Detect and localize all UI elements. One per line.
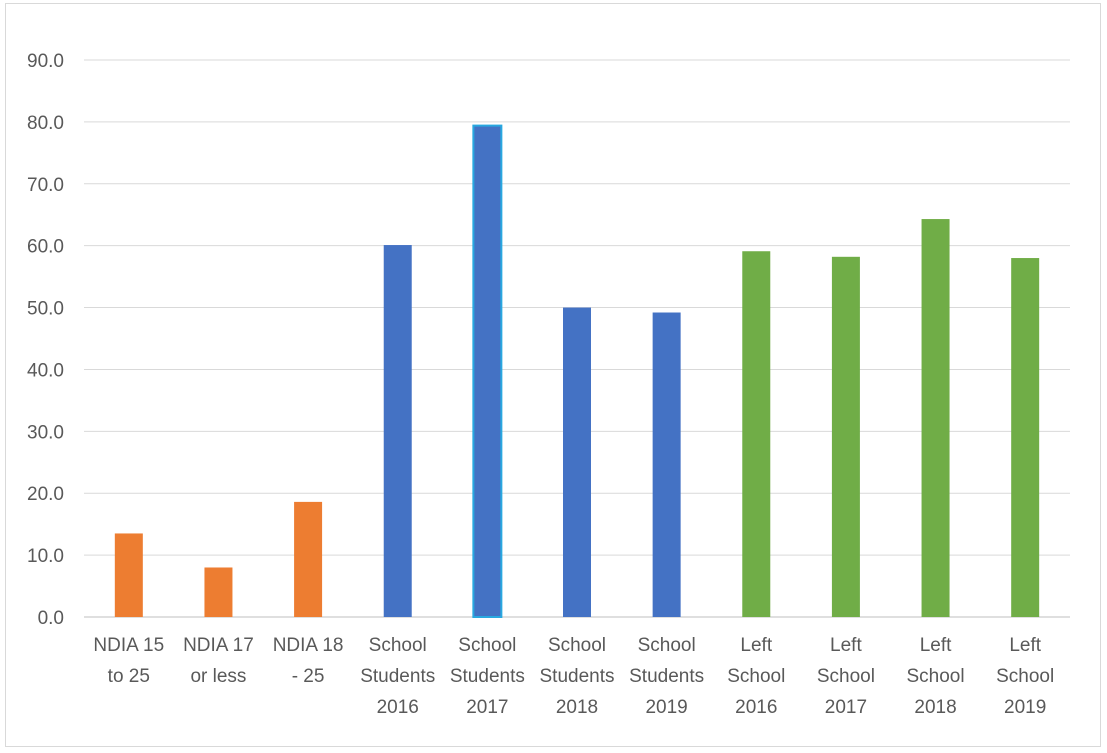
x-category-label: NDIA 18 - 25 [273, 635, 344, 687]
bars [114, 124, 1040, 618]
x-category-label-line: Students [360, 666, 435, 687]
bar [831, 256, 860, 617]
x-category-label: Left School 2018 [906, 635, 964, 718]
bar [742, 251, 771, 617]
x-category-label: NDIA 17 or less [183, 635, 254, 687]
x-category-label: School Students 2019 [629, 635, 704, 718]
gridlines [84, 59, 1070, 618]
x-category-label-line: NDIA 17 [183, 635, 254, 656]
y-tick-label: 90.0 [27, 51, 64, 72]
x-category-label-line: Students [540, 666, 615, 687]
x-category-label-line: School [906, 666, 964, 687]
bar [294, 501, 323, 617]
x-category-label-line: School [638, 635, 696, 656]
bar [921, 219, 950, 617]
bar [204, 567, 233, 617]
bar [114, 533, 143, 617]
bar [563, 307, 591, 617]
y-tick-label: 70.0 [27, 175, 64, 196]
x-category-label-line: Left [830, 635, 862, 656]
x-category-label: School Students 2017 [450, 635, 525, 718]
x-category-label-line: School [458, 635, 516, 656]
x-category-label-line: School [369, 635, 427, 656]
x-category-label-line: School [548, 635, 606, 656]
bar [1011, 258, 1040, 617]
y-tick-label: 0.0 [38, 608, 64, 629]
x-category-label-line: School [727, 666, 785, 687]
y-tick-label: 40.0 [27, 360, 64, 381]
x-category-label-line: - 25 [292, 666, 325, 687]
x-category-label-line: to 25 [108, 666, 150, 687]
x-category-label-line: 2016 [377, 697, 419, 718]
x-category-label-line: Students [629, 666, 704, 687]
x-category-label-line: 2017 [466, 697, 508, 718]
x-axis-labels: NDIA 15 to 25 NDIA 17 or less NDIA 18 - 25 Sch… [93, 635, 1054, 718]
x-category-label-line: Left [920, 635, 952, 656]
x-category-label-line: or less [190, 666, 246, 687]
x-category-label: School Students 2018 [540, 635, 615, 718]
x-category-label-line: Left [1009, 635, 1041, 656]
chart-frame [5, 3, 1101, 747]
bar [652, 312, 681, 617]
x-category-label: Left School 2019 [996, 635, 1054, 718]
y-tick-label: 60.0 [27, 237, 64, 258]
x-category-label-line: NDIA 18 [273, 635, 344, 656]
y-tick-label: 30.0 [27, 422, 64, 443]
x-category-label-line: 2018 [914, 697, 956, 718]
y-tick-label: 80.0 [27, 113, 64, 134]
y-tick-label: 50.0 [27, 299, 64, 320]
y-tick-label: 10.0 [27, 546, 64, 567]
x-category-label-line: 2017 [825, 697, 867, 718]
x-category-label-line: School [817, 666, 875, 687]
y-tick-label: 20.0 [27, 484, 64, 505]
x-category-label-line: 2018 [556, 697, 598, 718]
bar [472, 124, 503, 618]
x-category-label: NDIA 15 to 25 [93, 635, 164, 687]
x-category-label-line: Students [450, 666, 525, 687]
x-category-label: School Students 2016 [360, 635, 435, 718]
x-category-label-line: Left [740, 635, 772, 656]
x-category-label-line: School [996, 666, 1054, 687]
x-category-label-line: 2019 [645, 697, 687, 718]
y-axis-ticks: 0.0 10.0 20.0 30.0 40.0 50.0 60.0 70.0 80.0 90.0 [27, 51, 64, 629]
x-category-label-line: 2016 [735, 697, 777, 718]
bar [383, 245, 412, 617]
x-category-label: Left School 2016 [727, 635, 785, 718]
x-category-label: Left School 2017 [817, 635, 875, 718]
x-category-label-line: NDIA 15 [93, 635, 164, 656]
x-category-label-line: 2019 [1004, 697, 1046, 718]
